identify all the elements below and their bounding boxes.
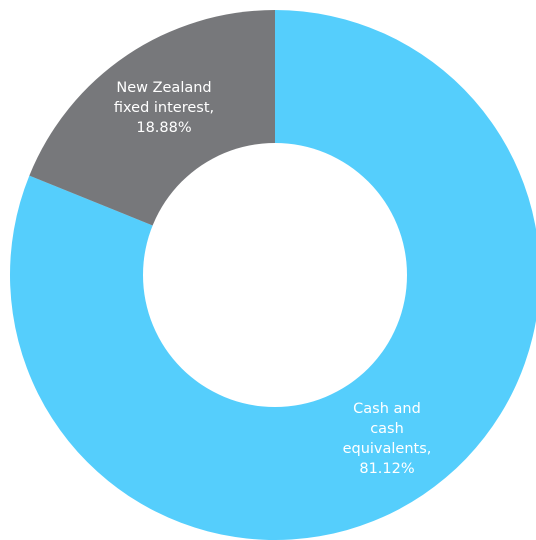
slice-label-0: Cash and cash equivalents, 81.12% [343, 401, 432, 477]
slice-label-line: cash [370, 421, 404, 437]
slice-label-line: 18.88% [136, 120, 191, 136]
slice-label-line: equivalents, [343, 441, 432, 457]
slice-label-line: Cash and [353, 401, 421, 417]
slice-label-line: New Zealand [116, 80, 211, 96]
slice-labels: Cash and cash equivalents, 81.12% New Zealan… [114, 80, 432, 477]
donut-hole [143, 143, 407, 407]
slice-label-1: New Zealand fixed interest, 18.88% [114, 80, 214, 136]
slice-label-line: 81.12% [359, 461, 414, 477]
slice-label-line: fixed interest, [114, 100, 214, 116]
